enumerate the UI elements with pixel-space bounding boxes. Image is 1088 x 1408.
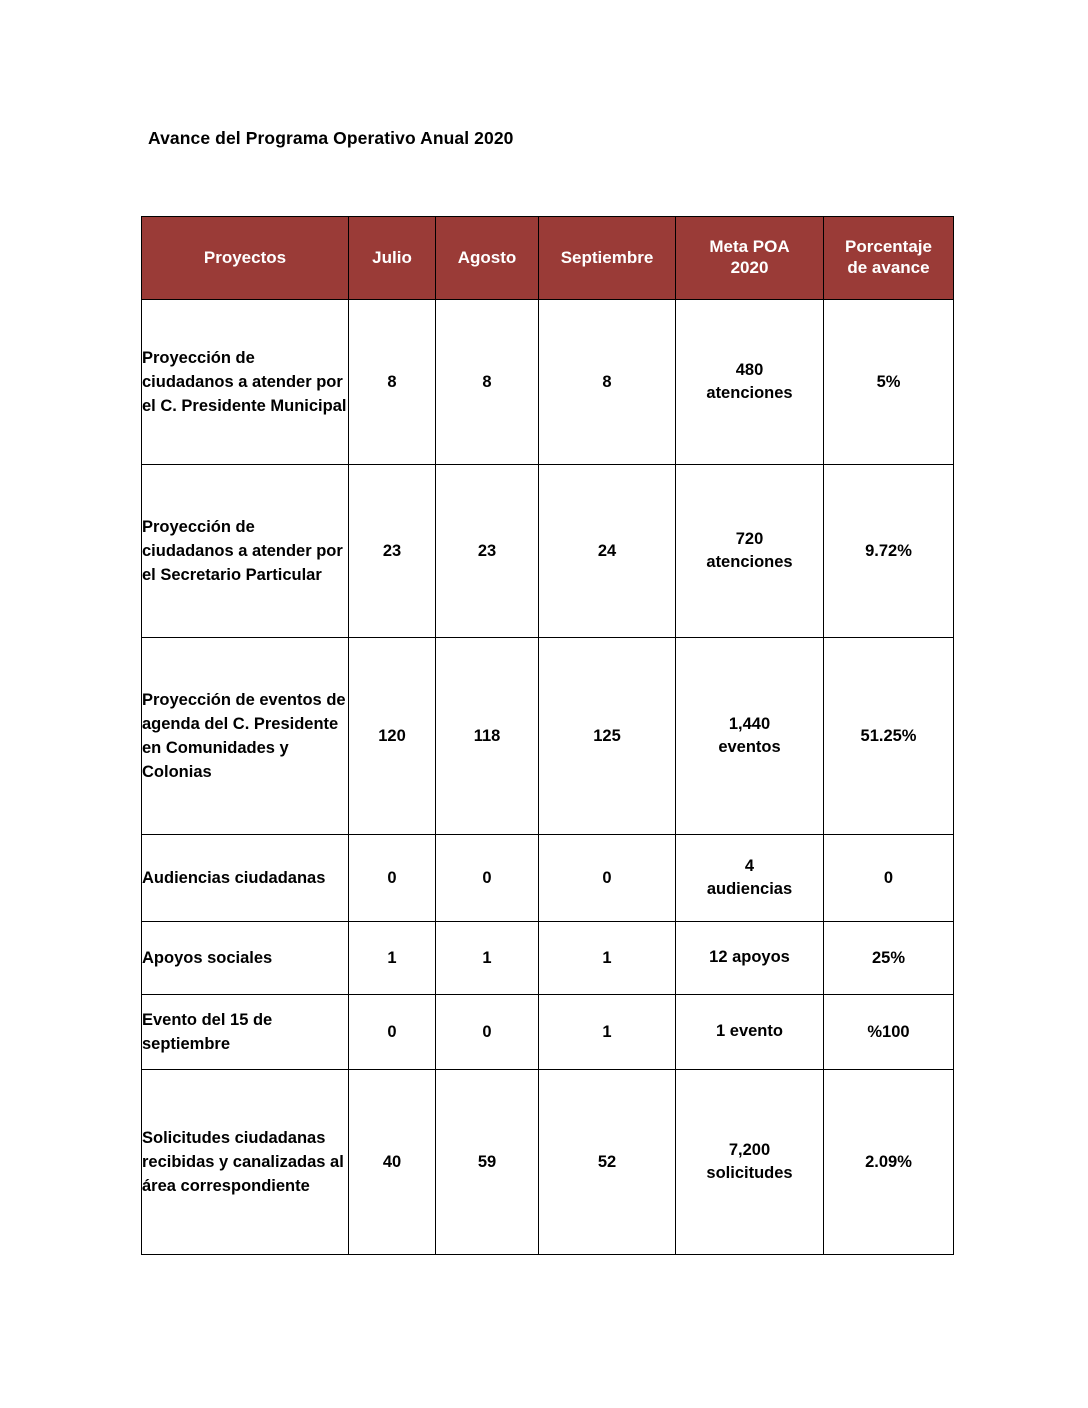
- cell-meta-poa: 7,200 solicitudes: [675, 1069, 824, 1255]
- cell-porcentaje: 0: [823, 834, 954, 922]
- meta-value: 4: [744, 856, 755, 875]
- cell-agosto: 0: [435, 834, 539, 922]
- cell-meta-poa: 720 atenciones: [675, 464, 824, 638]
- table-row: Apoyos sociales 1 1 1 12 apoyos 25%: [141, 921, 954, 995]
- meta-value: 7,200: [728, 1140, 771, 1159]
- table-row: Evento del 15 de septiembre 0 0 1 1 even…: [141, 994, 954, 1070]
- cell-porcentaje: 25%: [823, 921, 954, 995]
- column-header-proyectos: Proyectos: [141, 216, 349, 300]
- meta-unit: atenciones: [706, 384, 793, 402]
- cell-septiembre: 24: [538, 464, 676, 638]
- cell-meta-poa: 480 atenciones: [675, 299, 824, 465]
- cell-porcentaje: 5%: [823, 299, 954, 465]
- meta-unit: atenciones: [706, 553, 793, 571]
- cell-agosto: 8: [435, 299, 539, 465]
- cell-agosto: 23: [435, 464, 539, 638]
- table-row: Proyección de eventos de agenda del C. P…: [141, 637, 954, 835]
- table-row: Proyección de ciudadanos a atender por e…: [141, 299, 954, 465]
- column-header-porcentaje-line1: Porcentaje: [845, 237, 932, 257]
- column-header-meta-poa: Meta POA 2020: [675, 216, 824, 300]
- cell-porcentaje: 2.09%: [823, 1069, 954, 1255]
- cell-septiembre: 0: [538, 834, 676, 922]
- meta-value: 720: [735, 529, 764, 548]
- cell-septiembre: 125: [538, 637, 676, 835]
- meta-unit: solicitudes: [706, 1164, 793, 1182]
- cell-septiembre: 52: [538, 1069, 676, 1255]
- cell-septiembre: 1: [538, 921, 676, 995]
- meta-unit: eventos: [718, 738, 781, 756]
- page-title: Avance del Programa Operativo Anual 2020: [148, 128, 514, 148]
- cell-agosto: 118: [435, 637, 539, 835]
- cell-julio: 0: [348, 994, 436, 1070]
- cell-meta-poa: 1,440 eventos: [675, 637, 824, 835]
- column-header-agosto: Agosto: [435, 216, 539, 300]
- cell-septiembre: 1: [538, 994, 676, 1070]
- cell-meta-poa: 1 evento: [675, 994, 824, 1070]
- cell-julio: 8: [348, 299, 436, 465]
- cell-proyecto: Evento del 15 de septiembre: [141, 994, 349, 1070]
- cell-agosto: 59: [435, 1069, 539, 1255]
- cell-proyecto: Proyección de ciudadanos a atender por e…: [141, 464, 349, 638]
- cell-porcentaje: 51.25%: [823, 637, 954, 835]
- table-row: Solicitudes ciudadanas recibidas y canal…: [141, 1069, 954, 1255]
- table-row: Proyección de ciudadanos a atender por e…: [141, 464, 954, 638]
- cell-meta-poa: 12 apoyos: [675, 921, 824, 995]
- cell-julio: 120: [348, 637, 436, 835]
- column-header-septiembre: Septiembre: [538, 216, 676, 300]
- cell-septiembre: 8: [538, 299, 676, 465]
- cell-proyecto: Proyección de eventos de agenda del C. P…: [141, 637, 349, 835]
- cell-meta-poa: 4 audiencias: [675, 834, 824, 922]
- cell-porcentaje: %100: [823, 994, 954, 1070]
- cell-julio: 1: [348, 921, 436, 995]
- cell-julio: 23: [348, 464, 436, 638]
- table-header: Proyectos Julio Agosto Septiembre Meta P…: [141, 216, 954, 300]
- cell-julio: 40: [348, 1069, 436, 1255]
- poa-progress-table: Proyectos Julio Agosto Septiembre Meta P…: [141, 216, 954, 1255]
- meta-unit: audiencias: [706, 880, 793, 898]
- meta-value: 480: [735, 360, 764, 379]
- cell-proyecto: Solicitudes ciudadanas recibidas y canal…: [141, 1069, 349, 1255]
- cell-proyecto: Audiencias ciudadanas: [141, 834, 349, 922]
- table-row: Audiencias ciudadanas 0 0 0 4 audiencias…: [141, 834, 954, 922]
- cell-agosto: 1: [435, 921, 539, 995]
- cell-julio: 0: [348, 834, 436, 922]
- column-header-porcentaje-line2: de avance: [847, 258, 930, 277]
- table-body: Proyección de ciudadanos a atender por e…: [141, 299, 954, 1255]
- column-header-porcentaje: Porcentaje de avance: [823, 216, 954, 300]
- column-header-meta-poa-line2: 2020: [730, 258, 769, 277]
- meta-value: 1,440: [728, 714, 771, 733]
- cell-agosto: 0: [435, 994, 539, 1070]
- cell-proyecto: Proyección de ciudadanos a atender por e…: [141, 299, 349, 465]
- poa-table-container: Proyectos Julio Agosto Septiembre Meta P…: [141, 216, 954, 1255]
- table-header-row: Proyectos Julio Agosto Septiembre Meta P…: [141, 216, 954, 300]
- cell-proyecto: Apoyos sociales: [141, 921, 349, 995]
- column-header-meta-poa-line1: Meta POA: [709, 237, 790, 257]
- column-header-julio: Julio: [348, 216, 436, 300]
- cell-porcentaje: 9.72%: [823, 464, 954, 638]
